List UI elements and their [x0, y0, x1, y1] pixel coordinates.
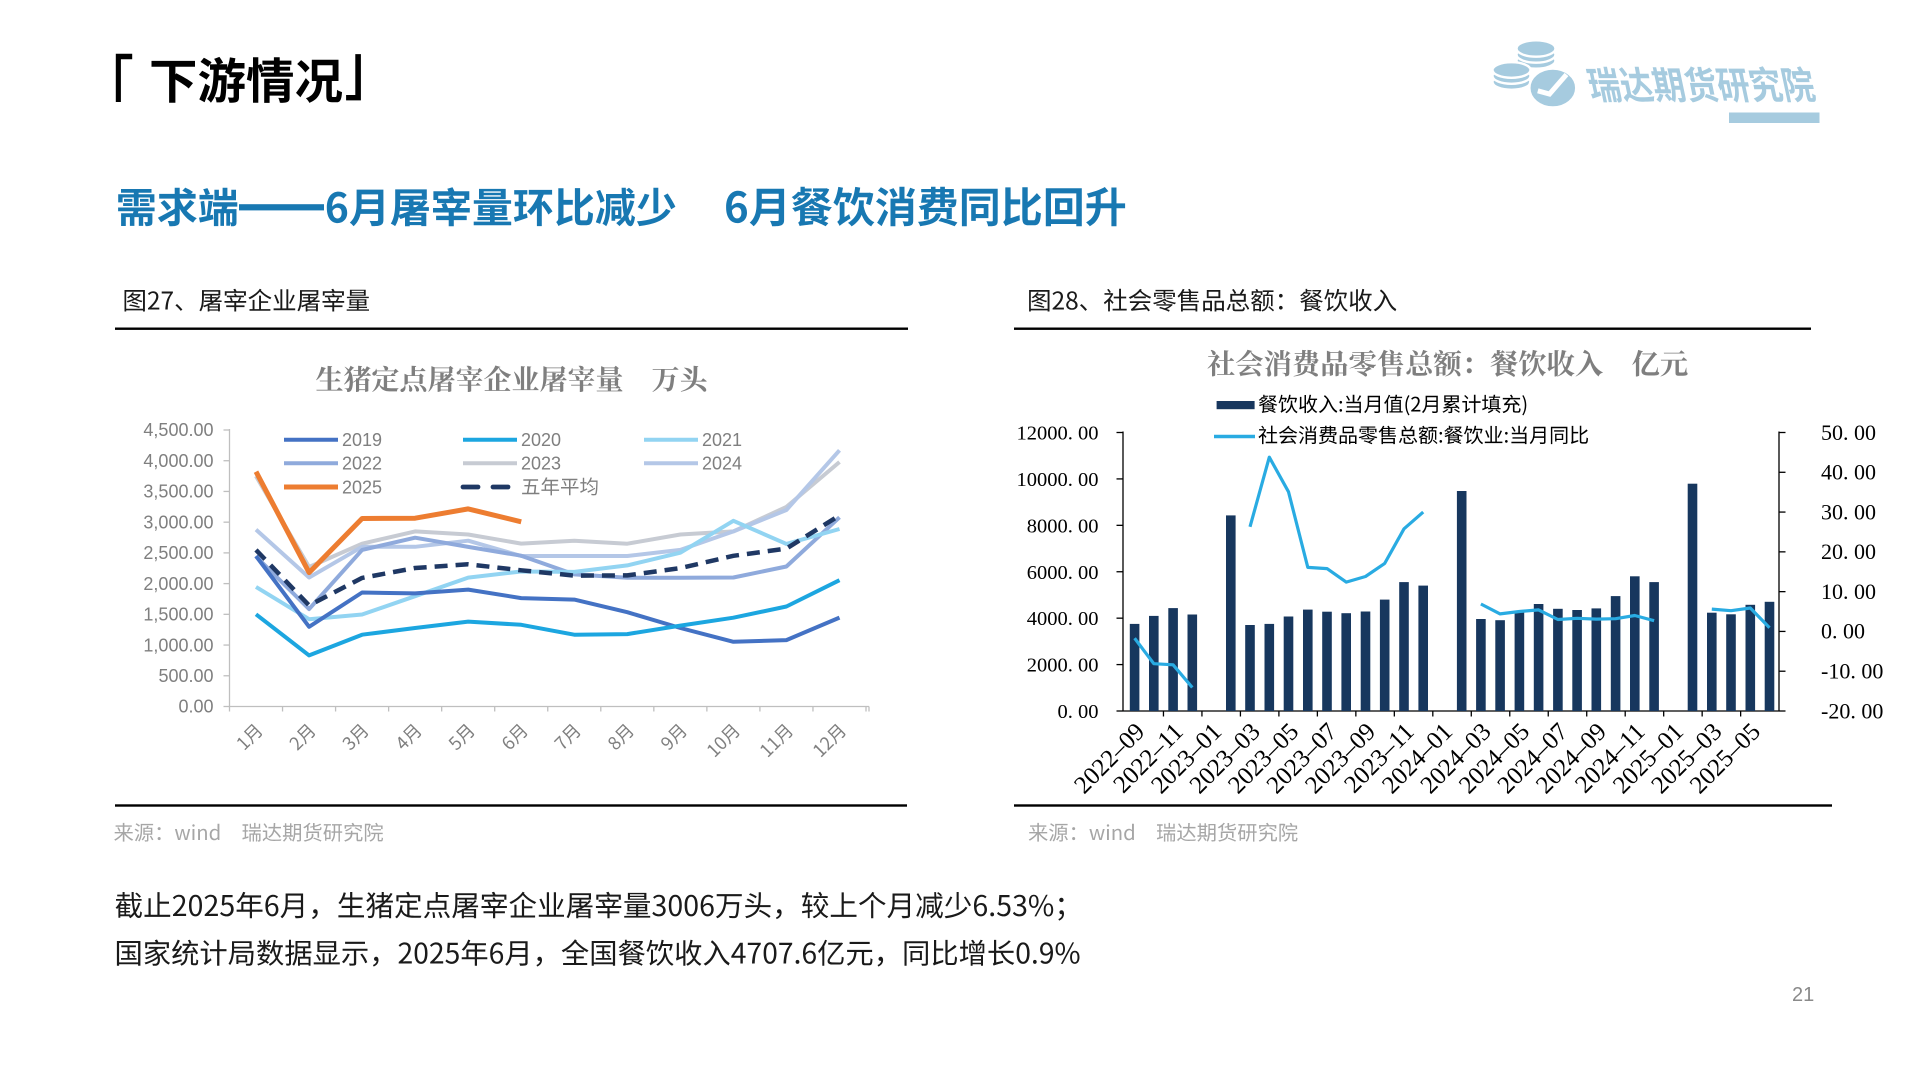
- svg-text:6000. 00: 6000. 00: [1027, 562, 1099, 584]
- svg-text:2020: 2020: [521, 430, 561, 450]
- svg-text:2000. 00: 2000. 00: [1027, 655, 1099, 677]
- svg-text:2,500.00: 2,500.00: [143, 543, 213, 563]
- svg-text:20. 00: 20. 00: [1821, 539, 1876, 564]
- svg-text:-10. 00: -10. 00: [1821, 659, 1883, 684]
- svg-text:4,500.00: 4,500.00: [143, 420, 213, 440]
- svg-text:10. 00: 10. 00: [1821, 579, 1876, 604]
- svg-text:4,000.00: 4,000.00: [143, 451, 213, 471]
- svg-text:40. 00: 40. 00: [1821, 460, 1876, 485]
- svg-text:2023: 2023: [521, 454, 561, 474]
- svg-text:3,500.00: 3,500.00: [143, 482, 213, 502]
- svg-text:2025: 2025: [342, 477, 382, 497]
- svg-text:50. 00: 50. 00: [1821, 420, 1876, 445]
- svg-text:12000. 00: 12000. 00: [1017, 423, 1099, 445]
- svg-text:21: 21: [1792, 984, 1814, 1006]
- svg-text:500.00: 500.00: [158, 666, 213, 686]
- svg-text:0. 00: 0. 00: [1821, 619, 1865, 644]
- svg-text:30. 00: 30. 00: [1821, 499, 1876, 524]
- svg-text:0.00: 0.00: [178, 697, 213, 717]
- svg-text:8000. 00: 8000. 00: [1027, 515, 1099, 537]
- svg-text:2,000.00: 2,000.00: [143, 574, 213, 594]
- svg-text:10000. 00: 10000. 00: [1017, 469, 1099, 491]
- svg-text:1,000.00: 1,000.00: [143, 635, 213, 655]
- svg-text:-20. 00: -20. 00: [1821, 698, 1883, 723]
- svg-text:3,000.00: 3,000.00: [143, 512, 213, 532]
- svg-text:2024: 2024: [702, 454, 742, 474]
- svg-text:4000. 00: 4000. 00: [1027, 608, 1099, 630]
- svg-text:2022: 2022: [342, 454, 382, 474]
- svg-text:2019: 2019: [342, 430, 382, 450]
- svg-text:1,500.00: 1,500.00: [143, 605, 213, 625]
- svg-text:0. 00: 0. 00: [1058, 701, 1099, 723]
- svg-text:2021: 2021: [702, 430, 742, 450]
